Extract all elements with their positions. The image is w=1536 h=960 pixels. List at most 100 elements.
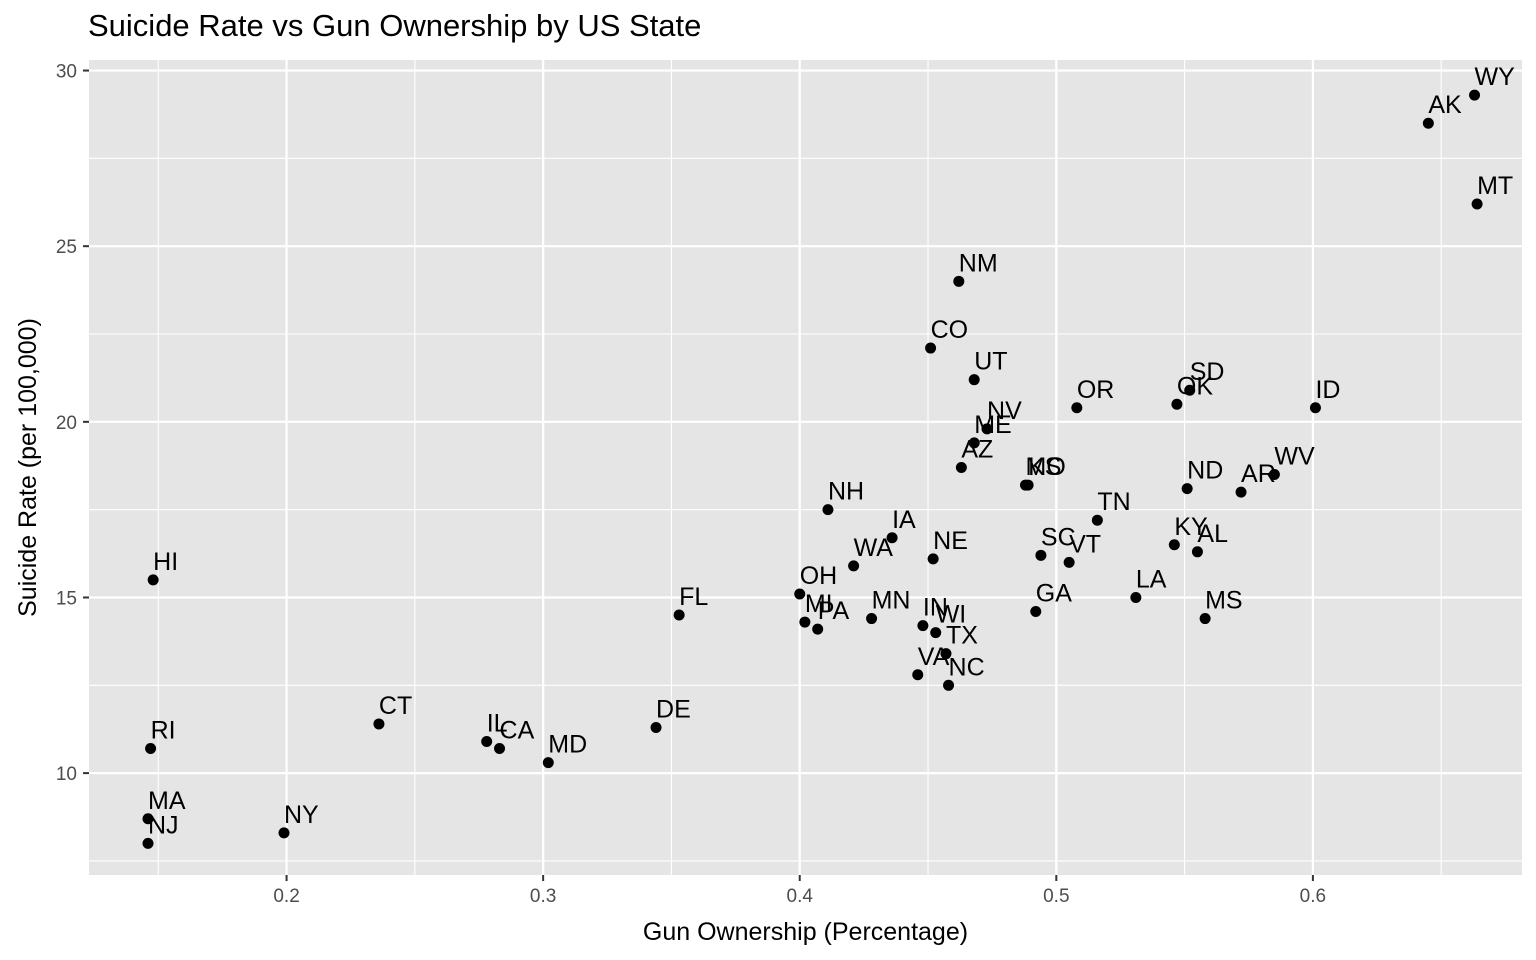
data-point-ca [494,743,506,755]
data-point-me [968,437,980,449]
data-point-az [955,462,967,473]
point-label-ok: OK [1177,372,1213,400]
data-point-nd [1181,483,1193,495]
data-point-nj [142,837,154,849]
point-label-ne: NE [933,527,968,555]
data-point-co [925,342,937,354]
major-gridlines [89,60,1522,875]
data-point-sd [1184,384,1196,396]
point-label-ca: CA [500,717,535,745]
data-point-or [1071,402,1083,414]
point-label-wy: WY [1475,63,1516,91]
point-label-sc: SC [1041,523,1076,551]
point-label-co: CO [931,316,969,344]
point-label-wa: WA [854,534,894,562]
point-label-nh: NH [828,478,864,506]
point-label-id: ID [1315,376,1340,404]
point-label-la: LA [1136,565,1167,593]
point-label-az: AZ [961,436,993,464]
data-point-wi [930,627,942,639]
point-label-ny: NY [284,801,319,829]
data-point-ut [968,374,980,386]
point-label-ia: IA [892,506,916,534]
point-label-ms: MS [1205,587,1243,615]
data-point-ct [373,718,385,730]
point-label-pa: PA [818,597,850,625]
data-point-wy [1469,89,1481,101]
data-point-ri [145,743,157,755]
data-point-ky [1168,539,1180,551]
data-point-md [542,757,554,769]
y-axis-title: Suicide Rate (per 100,000) [14,318,42,617]
point-label-wi: WI [936,601,967,629]
point-label-in: IN [923,594,948,622]
point-label-ky: KY [1174,513,1208,541]
chart-title: Suicide Rate vs Gun Ownership by US Stat… [88,8,702,43]
point-label-mo: MO [1026,453,1066,481]
data-point-ia [886,532,898,544]
data-point-tn [1091,514,1103,526]
data-point-nv [981,423,993,435]
point-label-ar: AR [1241,460,1276,488]
point-label-nj: NJ [148,811,179,839]
data-point-wv [1268,469,1280,481]
point-label-nc: NC [949,653,985,681]
data-point-fl [673,609,685,621]
data-point-ok [1171,398,1183,410]
point-label-sd: SD [1190,358,1225,386]
data-point-ak [1422,117,1434,129]
axis-tick-labels: 0.2 0.3 0.4 0.5 0.6 10 15 20 25 30 [56,62,1326,907]
data-point-sc [1035,549,1047,561]
point-label-ak: AK [1428,91,1462,119]
y-tick-label: 20 [56,413,77,434]
point-label-nv: NV [987,397,1022,425]
data-point-va [912,669,924,681]
point-label-ks: KS [1028,453,1061,481]
x-tick-label: 0.6 [1300,886,1326,907]
data-point-vt [1063,556,1075,568]
point-label-mt: MT [1477,172,1513,200]
y-tick-label: 25 [56,237,77,258]
data-point-de [650,721,662,733]
point-label-tx: TX [946,622,978,650]
x-axis-title: Gun Ownership (Percentage) [643,918,968,946]
point-label-fl: FL [679,583,708,611]
minor-gridlines [89,60,1522,875]
data-point-wa [848,560,860,572]
point-label-or: OR [1077,376,1115,404]
data-points [142,89,1483,849]
data-point-tx [940,648,952,660]
x-tick-label: 0.3 [530,886,556,907]
data-point-ny [278,827,290,839]
data-point-nh [822,504,834,516]
data-point-mi [799,616,811,628]
point-label-ga: GA [1036,580,1072,608]
data-point-ne [927,553,939,565]
point-label-md: MD [548,731,587,759]
point-label-va: VA [918,643,950,671]
point-label-nd: ND [1187,457,1223,485]
data-point-hi [147,574,159,586]
point-label-ma: MA [148,787,186,815]
data-point-nc [943,679,955,691]
data-point-pa [812,623,824,635]
point-label-vt: VT [1069,530,1101,558]
y-tick-label: 10 [56,764,77,785]
point-label-tn: TN [1097,488,1130,516]
point-label-ri: RI [151,717,176,745]
point-label-nm: NM [959,249,998,277]
x-tick-label: 0.4 [787,886,814,907]
point-label-al: AL [1197,520,1228,548]
point-label-il: IL [487,710,508,738]
point-label-oh: OH [800,562,838,590]
point-label-hi: HI [153,548,178,576]
data-point-ks [1022,479,1034,491]
point-label-wv: WV [1274,443,1315,471]
point-label-ct: CT [379,692,412,720]
panel-background [89,60,1522,875]
y-tick-label: 15 [56,588,77,609]
data-point-ma [142,813,154,825]
data-point-il [481,736,493,748]
data-point-la [1130,591,1142,603]
